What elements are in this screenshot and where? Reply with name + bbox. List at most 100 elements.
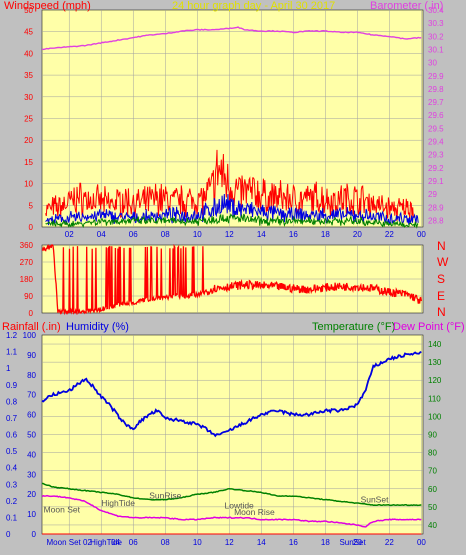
wind-gust-line [45, 149, 414, 221]
temp-x-tick-label: 08 [161, 538, 170, 547]
rain-tick-label: 1.1 [6, 348, 18, 357]
wind-x-tick-label: 00 [417, 230, 426, 239]
baro-tick-label: 30 [428, 59, 437, 68]
wind-x-tick-label: 16 [289, 230, 298, 239]
rain-tick-label: 0.5 [6, 447, 18, 456]
baro-tick-label: 29.3 [428, 151, 444, 160]
humidity-tick-label: 50 [27, 431, 36, 440]
humidity-tick-label: 0 [32, 530, 37, 539]
wind-baro-series [41, 26, 422, 229]
direction-tick-label: 180 [20, 275, 34, 284]
rain-tick-label: 1.2 [6, 331, 18, 340]
temp-x-tick-label: 04 [111, 538, 120, 547]
temp-tick-label: 80 [428, 449, 437, 458]
temp-tick-label: 140 [428, 340, 442, 349]
temp-tick-label: 120 [428, 376, 442, 385]
rain-tick-label: 0.9 [6, 381, 18, 390]
baro-tick-label: 28.9 [428, 203, 444, 212]
wind-avg-line [45, 193, 419, 226]
direction-tick-label: 270 [20, 258, 34, 267]
barometer-line [41, 26, 422, 51]
temperature-axis-title: Temperature (°F) [312, 321, 395, 333]
event-label: Moon Rise [234, 507, 275, 517]
baro-tick-label: 29.7 [428, 98, 444, 107]
direction-letter-e: E [437, 289, 445, 303]
direction-letter-w: W [437, 255, 449, 269]
direction-tick-label: 360 [20, 241, 34, 250]
baro-tick-label: 30.4 [428, 6, 444, 15]
temp-x-tick-label: 12 [225, 538, 234, 547]
wind-tick-label: 35 [24, 71, 33, 80]
humidity-tick-label: 10 [27, 510, 36, 519]
humidity-tick-label: 90 [27, 351, 36, 360]
baro-tick-label: 30.1 [428, 45, 444, 54]
wind-tick-label: 40 [24, 49, 33, 58]
wind-tick-label: 50 [24, 6, 33, 15]
direction-series [41, 243, 423, 316]
wind-x-tick-label: 10 [193, 230, 202, 239]
wind-tick-label: 45 [24, 28, 33, 37]
humidity-tick-label: 40 [27, 450, 36, 459]
temp-x-tick-label: 22 [385, 538, 394, 547]
temperature-line [41, 482, 422, 507]
temp-tick-label: 60 [428, 485, 437, 494]
temp-x-tick-label: 18 [321, 538, 330, 547]
rain-tick-label: 0.2 [6, 497, 18, 506]
rain-tick-label: 0.6 [6, 431, 18, 440]
wind-tick-label: 5 [29, 201, 34, 210]
humidity-axis-title: Humidity (%) [66, 321, 129, 333]
temp-x-tick-label: 14 [257, 538, 266, 547]
direction-tick-label: 90 [24, 292, 33, 301]
wind-tick-label: 25 [24, 115, 33, 124]
event-label: Lowtide [224, 501, 254, 511]
baro-tick-label: 29.8 [428, 85, 444, 94]
temp-x-tick-label: 10 [193, 538, 202, 547]
temp-x-tick-label: 16 [289, 538, 298, 547]
temp-x-tick-label: Moon Set 02 [47, 538, 93, 547]
temp-tick-label: 130 [428, 358, 442, 367]
rain-tick-label: 0.7 [6, 414, 18, 423]
event-label: HighTide [101, 498, 135, 508]
event-label: SunSet [361, 494, 390, 504]
wind-tick-label: 15 [24, 158, 33, 167]
rain-tick-label: 0.1 [6, 513, 18, 522]
rain-axis-title: Rainfall (.in) [2, 321, 61, 333]
event-label: Moon Set [44, 504, 81, 514]
temp-humidity-series [41, 350, 422, 535]
humidity-tick-label: 60 [27, 411, 36, 420]
humidity-tick-label: 70 [27, 391, 36, 400]
dewpoint-line [41, 494, 422, 528]
temp-x-tick-label: SunSet [339, 538, 366, 547]
wind-tick-label: 10 [24, 180, 33, 189]
wind-tick-label: 0 [29, 223, 34, 232]
wind-axis-title: Windspeed (mph) [4, 0, 91, 12]
baro-tick-label: 29.2 [428, 164, 444, 173]
baro-tick-label: 30.2 [428, 32, 444, 41]
temp-tick-label: 110 [428, 394, 441, 403]
wind-x-tick-label: 02 [65, 230, 74, 239]
direction-tick-label: 0 [29, 309, 34, 318]
temp-x-tick-label: 20 [353, 538, 362, 547]
humidity-tick-label: 100 [23, 331, 37, 340]
temp-x-tick-label: 00 [417, 538, 426, 547]
graph-title: 24 hour graph day - April 30 2017 [172, 0, 335, 12]
wind-direction-line [41, 243, 423, 316]
temp-tick-label: 50 [428, 503, 437, 512]
humidity-line [41, 350, 422, 438]
humidity-tick-label: 80 [27, 371, 36, 380]
event-label: SunRise [149, 491, 181, 501]
baro-tick-label: 29.6 [428, 111, 444, 120]
humidity-tick-label: 20 [27, 490, 36, 499]
baro-tick-label: 29 [428, 190, 437, 199]
direction-letter-n-bottom: N [437, 305, 446, 319]
wind-x-tick-label: 18 [321, 230, 330, 239]
temp-x-tick-label: HighTide [90, 538, 122, 547]
wind-tick-label: 30 [24, 93, 33, 102]
rain-tick-label: 0 [6, 530, 11, 539]
baro-tick-label: 29.5 [428, 124, 444, 133]
baro-tick-label: 28.8 [428, 216, 444, 225]
wind-x-tick-label: 08 [161, 230, 170, 239]
dewpoint-axis-title: Dew Point (°F) [393, 321, 465, 333]
